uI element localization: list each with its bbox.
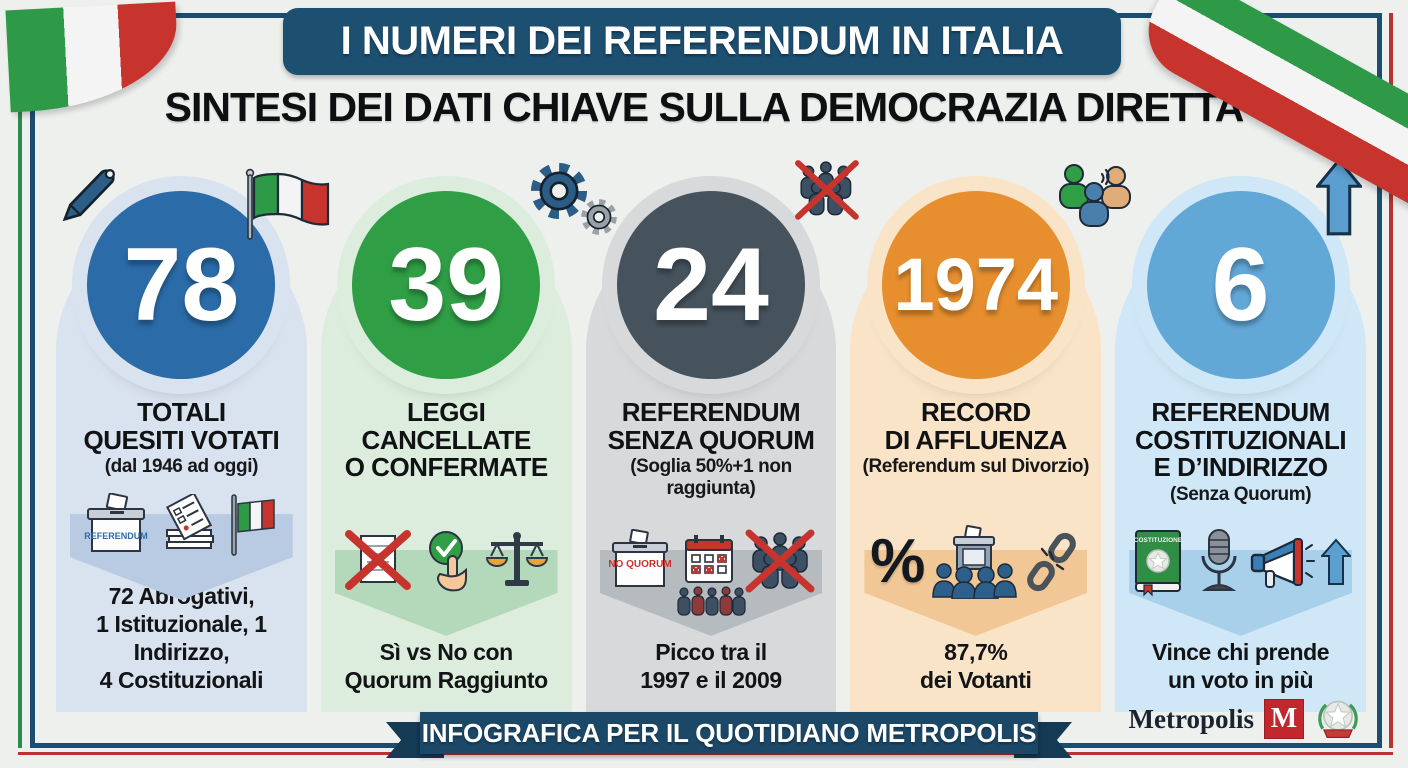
brand-block: Metropolis M [1129,694,1362,744]
stat-title: LEGGI CANCELLATE O CONFERMATE [344,397,548,483]
stat-circle: 1974 [881,191,1070,379]
stat-title: REFERENDUM SENZA QUORUM [607,397,815,455]
stat-number: 1974 [893,243,1059,326]
microphone-icon [1201,528,1237,591]
icon-zone: % [850,514,1101,636]
constitution-book-icon: COSTITUZIONE [1134,529,1183,597]
stat-columns: 78 TOTALI QUESITI VOTATI (dal 1946 ad og… [56,191,1366,712]
italy-emblem-icon [1318,700,1358,739]
icon-zone: COSTITUZIONE [1115,514,1366,636]
stat-circle: 78 [87,191,276,379]
cancelled-law-icon [345,529,412,590]
stat-footer: Sì vs No con Quorum Raggiunto [344,638,549,693]
page-subtitle: SINTESI DEI DATI CHIAVE SULLA DEMOCRAZIA… [164,84,1245,130]
brand-m-badge: M [1264,699,1304,739]
italian-flag-icon [231,494,276,556]
italian-flag-icon [245,168,330,240]
stat-title: RECORD DI AFFLUENZA [884,397,1068,455]
stat-number: 39 [388,227,505,343]
up-arrow-icon [1316,158,1362,236]
icon-zone: REFERENDUM [56,478,307,601]
crowd-x-icon [745,529,815,593]
stat-note: (dal 1946 ad oggi) [104,456,259,478]
stat-title: REFERENDUM COSTITUZIONALI E D’INDIRIZZO [1135,397,1347,483]
scales-icon [486,531,549,586]
title-banner: I NUMERI DEI REFERENDUM IN ITALIA [283,8,1121,75]
ballot-box-icon: REFERENDUM [85,493,149,553]
svg-text:NO QUORUM: NO QUORUM [608,559,671,570]
icon-zone [321,514,572,636]
stat-note: (Referendum sul Divorzio) [862,456,1090,478]
stat-title: TOTALI QUESITI VOTATI [83,397,280,455]
small-crowd-icon [677,586,746,616]
stat-column-leggi: 39 LEGGI CANCELLATE O CONFERMATE [320,191,572,712]
gear-small-icon [581,199,617,235]
calendar-x-icon [684,534,733,583]
up-arrow-icon [1321,538,1352,585]
frame-red-bottom-line [18,752,1393,755]
frame-green-line [18,13,22,748]
page-title: I NUMERI DEI REFERENDUM IN ITALIA [340,19,1064,63]
frame-red-line [1389,13,1393,748]
stat-number: 24 [653,227,769,343]
stat-circle: 24 [616,191,805,379]
percent-icon: % [870,526,926,596]
stat-circle: 6 [1146,191,1335,379]
no-quorum-box-icon: NO QUORUM [608,528,672,587]
megaphone-icon [1250,537,1316,588]
stat-column-quesiti: 78 TOTALI QUESITI VOTATI (dal 1946 ad og… [56,191,307,712]
ballot-stack-icon [166,494,215,550]
icon-zone: NO QUORUM [586,514,837,636]
stat-footer: Vince chi prende un voto in più [1151,638,1330,693]
stat-number: 78 [123,227,240,343]
stat-circle: 39 [352,191,541,379]
brand-name: Metropolis [1128,703,1254,734]
svg-text:COSTITUZIONE: COSTITUZIONE [1134,537,1183,544]
voting-crowd-icon [932,524,1018,599]
talking-people-icon [1059,164,1131,227]
stat-note: (Senza Quorum) [1170,483,1312,505]
stat-footer: 87,7% dei Votanti [920,638,1032,693]
pen-icon [62,169,115,222]
stat-number: 6 [1211,227,1270,343]
svg-text:REFERENDUM: REFERENDUM [85,531,149,541]
stat-column-affluenza: 1974 RECORD DI AFFLUENZA (Referendum sul… [850,191,1102,712]
crossed-people-icon [795,160,859,220]
stat-column-senza-quorum: 24 REFERENDUM SENZA QUORUM (Soglia 50%+1… [585,191,837,712]
stat-column-costituzionali: 6 REFERENDUM COSTITUZIONALI E D’INDIRIZZ… [1115,191,1366,712]
gear-icon [530,162,588,220]
stat-note: (Soglia 50%+1 non raggiunta) [630,456,792,500]
stat-footer: Picco tra il 1997 e il 2009 [640,638,782,693]
broken-chain-icon [1027,532,1077,592]
check-hand-icon [429,530,468,592]
